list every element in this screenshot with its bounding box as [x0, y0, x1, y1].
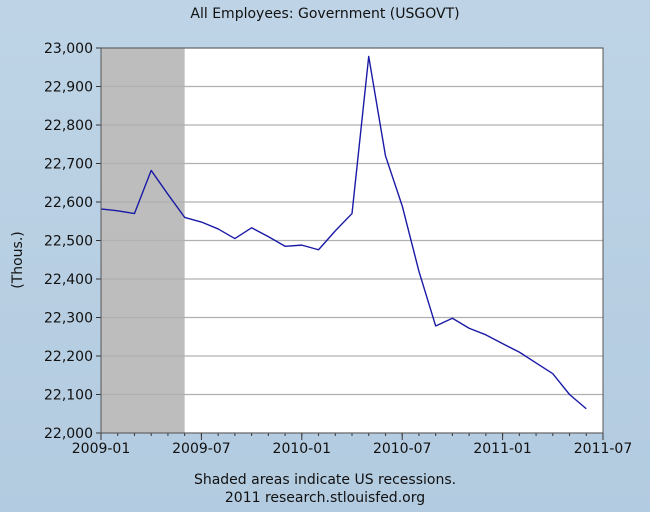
data-point — [484, 333, 487, 336]
data-point — [351, 212, 354, 215]
data-point — [200, 221, 203, 224]
data-point — [217, 227, 220, 230]
x-tick-label: 2010-01 — [273, 441, 332, 457]
y-tick-label: 22,300 — [44, 311, 93, 327]
x-tick-label: 2010-07 — [373, 441, 432, 457]
data-point — [233, 237, 236, 240]
x-tick-label: 2011-07 — [574, 441, 633, 457]
x-tick-label: 2009-07 — [172, 441, 231, 457]
y-tick-label: 22,800 — [44, 118, 93, 134]
y-tick-label: 22,200 — [44, 349, 93, 365]
y-tick-label: 22,600 — [44, 195, 93, 211]
y-tick-label: 22,700 — [44, 157, 93, 173]
data-point — [551, 372, 554, 375]
data-point — [284, 245, 287, 248]
data-point — [434, 324, 437, 327]
data-point — [183, 216, 186, 219]
data-point — [267, 235, 270, 238]
data-point — [585, 407, 588, 410]
data-point — [116, 209, 119, 212]
x-tick-label: 2009-01 — [72, 441, 131, 457]
y-tick-label: 22,500 — [44, 234, 93, 250]
data-point — [300, 244, 303, 247]
y-tick-label: 22,100 — [44, 388, 93, 404]
data-point — [535, 361, 538, 364]
data-point — [367, 55, 370, 58]
data-point — [501, 342, 504, 345]
data-point — [250, 226, 253, 229]
data-point — [150, 169, 153, 172]
data-point — [518, 351, 521, 354]
data-point — [401, 204, 404, 207]
data-point — [384, 154, 387, 157]
data-point — [133, 212, 136, 215]
source-note: 2011 research.stlouisfed.org — [224, 490, 426, 506]
data-point — [166, 193, 169, 196]
data-point — [317, 248, 320, 251]
plot-border — [100, 47, 604, 434]
chart-title: All Employees: Government (USGOVT) — [190, 6, 460, 22]
data-point — [568, 393, 571, 396]
series-line — [100, 55, 587, 410]
y-tick-label: 22,000 — [44, 426, 93, 442]
data-point — [417, 270, 420, 273]
data-point — [451, 317, 454, 320]
data-point — [468, 327, 471, 330]
recession-note: Shaded areas indicate US recessions. — [193, 472, 457, 488]
y-tick-label: 22,900 — [44, 80, 93, 96]
y-tick-label: 23,000 — [44, 41, 93, 57]
data-point — [334, 229, 337, 232]
x-tick-label: 2011-01 — [473, 441, 532, 457]
y-tick-label: 22,400 — [44, 272, 93, 288]
